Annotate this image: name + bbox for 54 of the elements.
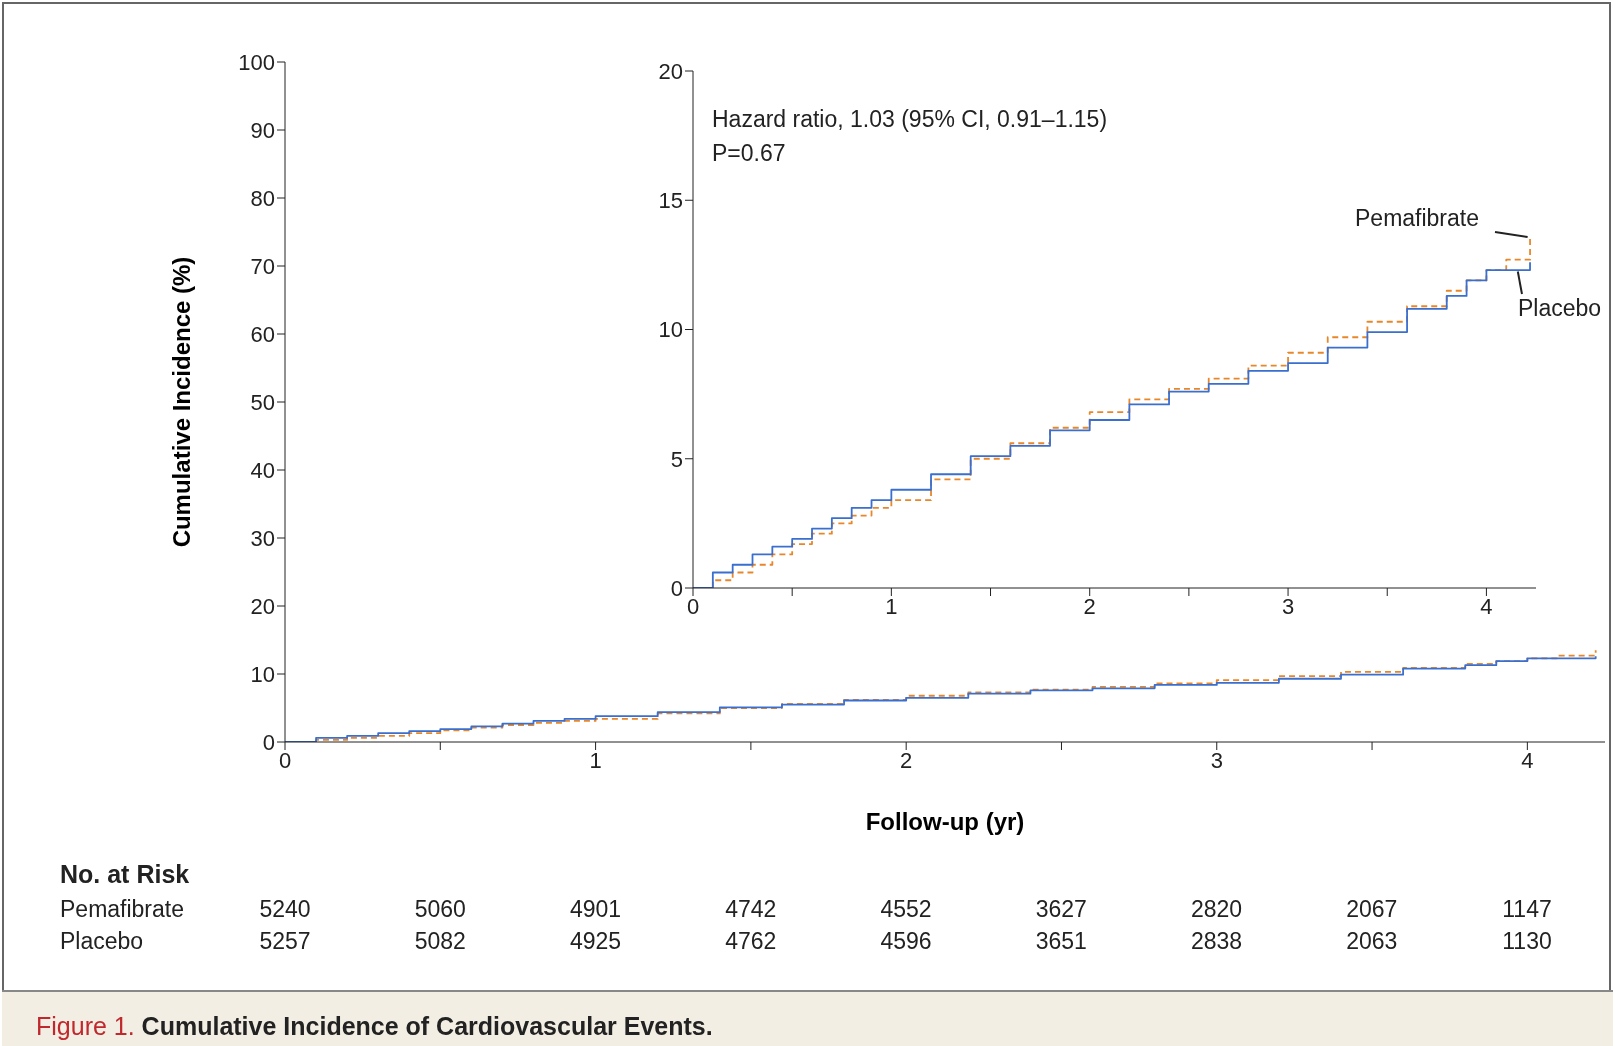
text: 3627 — [1034, 896, 1088, 923]
y-tick-label: 30 — [250, 525, 275, 551]
text: 4552 — [879, 896, 933, 923]
text: 5240 — [258, 896, 312, 923]
x-tick-label: 4 — [1480, 593, 1493, 619]
x-tick-label: 0 — [686, 593, 700, 619]
y-tick-label: 80 — [250, 185, 275, 211]
y-tick-label: 50 — [250, 389, 275, 415]
y-tick-label: 20 — [658, 58, 683, 84]
text: 2063 — [1345, 928, 1399, 955]
x-tick-label: 3 — [1281, 593, 1295, 619]
x-tick-label: 3 — [1210, 747, 1223, 773]
y-tick-label: 0 — [670, 575, 683, 601]
text: 5060 — [413, 896, 467, 923]
y-tick-label: 60 — [250, 321, 275, 347]
series-label: Pemafibrate — [1355, 205, 1480, 232]
y-tick-label: 15 — [658, 188, 683, 214]
y-axis-title: Cumulative Incidence (%) — [168, 256, 196, 548]
x-tick-label: 4 — [1521, 747, 1534, 773]
y-tick-label: 5 — [670, 446, 683, 472]
x-axis-title: Follow-up (yr) — [864, 808, 1026, 836]
y-tick-label: 40 — [250, 457, 275, 483]
y-tick-label: 90 — [250, 117, 275, 143]
x-tick-label: 2 — [1083, 593, 1096, 619]
text: 4925 — [568, 928, 623, 955]
text: No. at Risk — [60, 860, 190, 889]
text: Pemafibrate — [60, 896, 185, 923]
text: 5257 — [258, 928, 312, 955]
y-tick-label: 0 — [262, 729, 275, 755]
text: 4901 — [568, 896, 623, 923]
x-tick-label: 0 — [278, 747, 292, 773]
text: 1147 — [1501, 896, 1553, 923]
text: 4742 — [724, 896, 778, 923]
series-label: Placebo — [1518, 295, 1602, 322]
annotation: P=0.67 — [712, 139, 787, 168]
text: Figure 1. Cumulative Incidence of Cardiovascular Events. — [36, 1012, 713, 1040]
text: 1130 — [1501, 928, 1553, 955]
x-tick-label: 1 — [589, 747, 602, 773]
y-tick-label: 10 — [658, 317, 683, 343]
text: 4762 — [724, 928, 778, 955]
y-tick-label: 70 — [250, 253, 275, 279]
text: Placebo — [60, 928, 144, 955]
text: 2838 — [1189, 928, 1244, 955]
text: 2067 — [1345, 896, 1399, 923]
y-tick-label: 10 — [250, 661, 275, 687]
y-tick-label: 20 — [250, 593, 275, 619]
x-tick-label: 2 — [900, 747, 913, 773]
text: 2820 — [1189, 896, 1244, 923]
x-tick-label: 1 — [885, 593, 898, 619]
y-tick-label: 100 — [238, 49, 275, 75]
text: 5082 — [413, 928, 467, 955]
annotation: Hazard ratio, 1.03 (95% CI, 0.91–1.15) — [712, 105, 1108, 134]
text: 4596 — [879, 928, 933, 955]
text: 3651 — [1034, 928, 1088, 955]
